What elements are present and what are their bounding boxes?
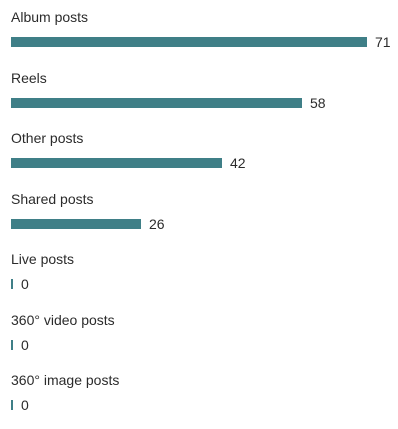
value-label: 26: [149, 215, 165, 232]
category-label: 360° video posts: [11, 311, 115, 328]
value-label: 0: [21, 397, 29, 413]
value-label: 58: [310, 94, 326, 111]
bar: [11, 158, 222, 168]
category-label: 360° image posts: [11, 372, 120, 388]
chart-row: Live posts 0: [0, 250, 398, 308]
bar: [11, 218, 141, 229]
category-label: Live posts: [11, 251, 75, 267]
value-label: 0: [21, 336, 29, 353]
bar: [11, 37, 367, 47]
chart-row: Shared posts 26: [0, 190, 398, 248]
category-label: Other posts: [11, 130, 84, 146]
value-label: 0: [21, 276, 29, 292]
chart-row: Other posts 42: [0, 129, 398, 187]
chart-row: 360° image posts 0: [0, 371, 398, 429]
chart-row: Album posts 71: [0, 8, 398, 66]
category-label: Reels: [11, 69, 47, 86]
post-type-bar-chart: Album posts 71 Reels 58 Other posts 42 Shared …: [0, 8, 398, 413]
category-label: Shared posts: [11, 190, 94, 207]
bar: [11, 279, 13, 289]
chart-row: 360° video posts 0: [0, 311, 398, 369]
bar: [11, 400, 13, 410]
category-label: Album posts: [11, 9, 89, 25]
bar: [11, 97, 302, 108]
value-label: 71: [375, 34, 391, 50]
chart-row: Reels 58: [0, 69, 398, 127]
bar: [11, 339, 13, 350]
value-label: 42: [230, 155, 246, 171]
